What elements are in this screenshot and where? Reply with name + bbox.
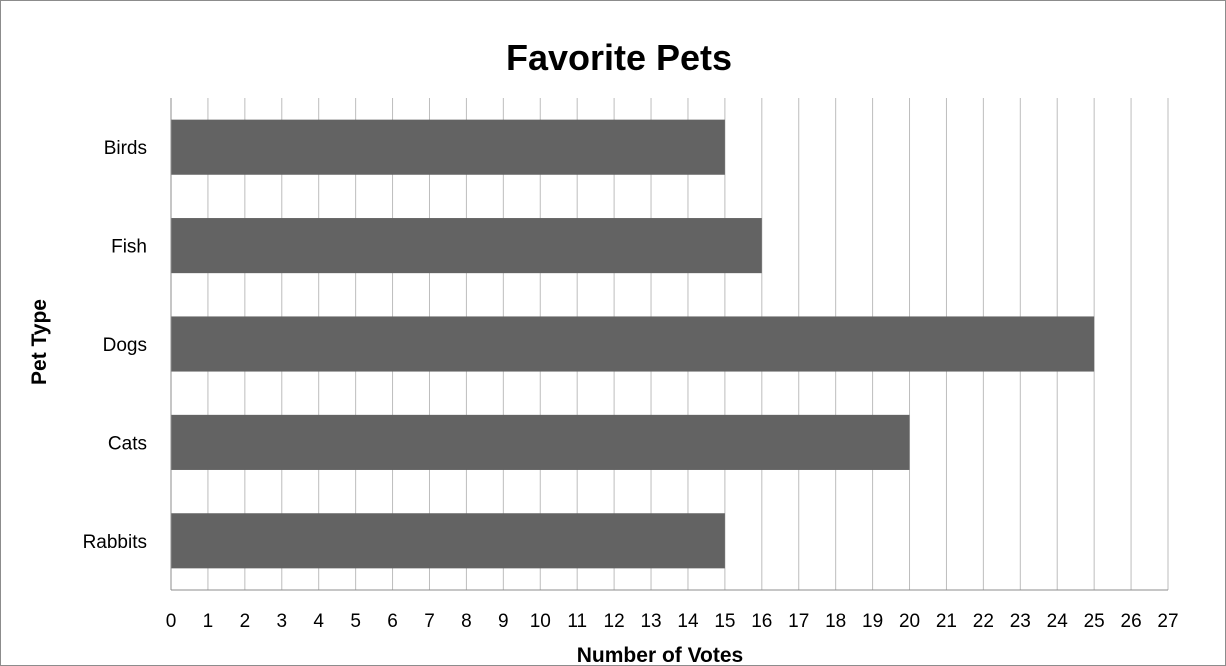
bar-birds	[171, 119, 725, 175]
x-tick-labels: 0 1 2 3 4 5 6 7 8 9 10 11 12 13 14 15 16 17 18 19 20 21 22 23 24…	[166, 611, 1179, 632]
x-tick-label: 21	[936, 611, 957, 632]
bars	[171, 119, 1095, 569]
x-tick-label: 7	[424, 611, 435, 632]
category-label: Fish	[111, 237, 147, 258]
x-tick-label: 24	[1047, 611, 1069, 632]
x-tick-label: 5	[350, 611, 361, 632]
x-tick-label: 15	[714, 611, 735, 632]
x-tick-label: 12	[604, 611, 625, 632]
x-tick-label: 3	[276, 611, 287, 632]
x-axis-title: Number of Votes	[577, 644, 743, 666]
x-tick-label: 9	[498, 611, 509, 632]
x-tick-label: 10	[530, 611, 551, 632]
bar-dogs	[171, 316, 1095, 372]
x-tick-label: 17	[788, 611, 809, 632]
x-tick-label: 8	[461, 611, 472, 632]
x-tick-label: 22	[973, 611, 994, 632]
x-tick-label: 0	[166, 611, 177, 632]
x-tick-label: 11	[567, 611, 587, 632]
x-tick-label: 4	[313, 611, 324, 632]
x-tick-label: 13	[640, 611, 661, 632]
bar-cats	[171, 414, 910, 470]
x-tick-label: 19	[862, 611, 883, 632]
x-tick-label: 1	[203, 611, 214, 632]
y-axis-title: Pet Type	[28, 299, 51, 385]
category-label: Cats	[108, 433, 147, 454]
x-tick-label: 23	[1010, 611, 1031, 632]
x-tick-label: 25	[1084, 611, 1105, 632]
bar-fish	[171, 218, 762, 274]
x-tick-label: 16	[751, 611, 772, 632]
x-tick-label: 2	[240, 611, 251, 632]
x-tick-label: 14	[677, 611, 699, 632]
axes	[170, 98, 1168, 591]
category-label: Birds	[104, 138, 147, 159]
category-labels: Birds Fish Dogs Cats Rabbits	[83, 138, 147, 553]
x-tick-label: 20	[899, 611, 920, 632]
x-tick-label: 6	[387, 611, 398, 632]
chart-title: Favorite Pets	[506, 37, 732, 78]
category-label: Dogs	[103, 335, 147, 356]
bar-rabbits	[171, 513, 725, 569]
x-tick-label: 18	[825, 611, 846, 632]
x-tick-label: 27	[1157, 611, 1178, 632]
x-tick-label: 26	[1121, 611, 1142, 632]
category-label: Rabbits	[83, 532, 147, 553]
